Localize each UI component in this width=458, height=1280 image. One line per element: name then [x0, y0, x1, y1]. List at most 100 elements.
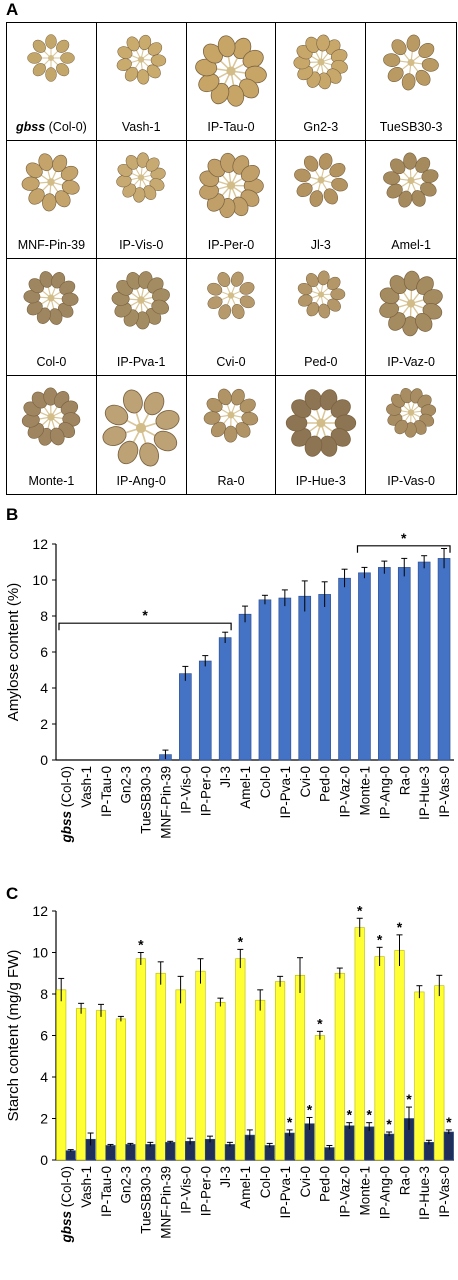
significance-star: *	[406, 1091, 412, 1107]
bar	[374, 956, 385, 1161]
y-tick-label: 10	[32, 572, 48, 588]
leaf-blade	[390, 158, 406, 174]
starch-chart: 0 2 4 6 8 10 12 Starch content (mg/g FW) * * * * * * *…	[5, 902, 454, 1244]
leaf-blade	[241, 412, 259, 426]
rosette-center	[227, 411, 235, 419]
bar	[434, 985, 445, 1161]
rosette-image	[383, 34, 439, 91]
leaf-blade	[386, 183, 403, 199]
leaf-blade	[60, 52, 76, 64]
leaf-blade	[139, 442, 160, 467]
leaf-blade	[303, 155, 319, 172]
leaf-blade	[296, 182, 313, 197]
bar	[394, 950, 405, 1161]
x-tick-label: Jl-3	[218, 1166, 233, 1188]
bar	[204, 1138, 216, 1161]
leaf-blade	[387, 66, 404, 82]
x-tick-label: Gn2-3	[119, 766, 134, 804]
leaf-blade	[230, 389, 245, 406]
leaf-blade	[153, 430, 178, 452]
leaf-blade	[26, 162, 44, 178]
significance-star: *	[317, 1015, 323, 1031]
bar	[334, 972, 345, 1161]
bar	[224, 1144, 235, 1161]
leaf-blade	[415, 312, 433, 332]
y-tick-label: 12	[32, 536, 48, 552]
x-tick-label: IP-Pva-1	[278, 766, 293, 819]
rosette-center	[47, 178, 56, 186]
leaf-blade	[297, 293, 313, 307]
amylose-chart: 0 2 4 6 8 10 12 Amylose content (%) * * gbss (Col-…	[5, 530, 454, 844]
leaf-blade	[217, 388, 232, 406]
leaf	[306, 293, 322, 316]
rosette-center	[226, 181, 236, 190]
leaf-blade	[148, 42, 163, 56]
rosette-center	[138, 56, 145, 63]
x-tick-label-suffix: (Col-0)	[59, 1166, 74, 1211]
rosette-image	[297, 270, 346, 318]
bar	[255, 999, 266, 1161]
leaf	[140, 59, 161, 79]
bar	[414, 991, 425, 1161]
plant-cell: Jl-3	[276, 140, 367, 259]
leaf-blade	[418, 43, 435, 59]
plant-label: Monte-1	[28, 474, 75, 488]
leaf-blade	[33, 63, 47, 77]
rosette-image	[102, 389, 180, 467]
leaf-blade	[421, 168, 439, 183]
rosette-image	[207, 271, 255, 319]
rosette-center	[316, 418, 326, 428]
y-tick-label: 6	[40, 644, 48, 660]
significance-star: *	[386, 1116, 392, 1132]
plant-label: Ped-0	[304, 355, 338, 370]
rosette-image	[23, 270, 79, 325]
leaf	[318, 293, 330, 318]
y-axis-label: Starch content (mg/g FW)	[5, 950, 22, 1122]
leaf	[230, 281, 255, 296]
bracket-star: *	[401, 530, 407, 546]
leaf-blade	[231, 303, 245, 319]
leaf-blade	[50, 427, 65, 446]
leaf	[320, 414, 356, 432]
rosette-image	[116, 152, 166, 203]
leaf-blade	[105, 404, 129, 426]
rosette-image	[116, 34, 167, 85]
x-tick-label: Ped-0	[318, 766, 333, 802]
plant-cell: Vash-1	[96, 23, 187, 141]
bar	[155, 972, 166, 1161]
leaf	[28, 277, 52, 298]
bar	[294, 975, 306, 1161]
plant-cell: Ped-0	[276, 258, 367, 377]
plant-cell: Cvi-0	[186, 258, 277, 377]
significance-star: *	[347, 1107, 353, 1123]
x-tick-label: IP-Ang-0	[377, 1166, 392, 1219]
leaf	[410, 156, 431, 181]
plant-cell: IP-Vas-0	[366, 376, 456, 494]
y-tick-label: 4	[40, 1069, 48, 1085]
rosette-center	[226, 66, 236, 76]
x-tick-label: Amel-1	[238, 1166, 253, 1209]
bar	[378, 567, 391, 761]
panel-c-letter: C	[6, 884, 19, 903]
leaf-blade	[239, 398, 256, 414]
leaf-blade	[155, 410, 180, 431]
plant-label: Gn2-3	[303, 119, 339, 134]
bar	[65, 1150, 76, 1161]
plant-label-suffix: (Col-0)	[45, 119, 87, 134]
leaf-blade	[62, 292, 79, 306]
leaf	[51, 292, 79, 306]
bracket-star: *	[142, 607, 148, 623]
bar	[105, 1145, 116, 1161]
bar	[175, 989, 186, 1161]
leaf-blade	[411, 189, 426, 207]
x-tick-label: MNF-Pin-39	[158, 766, 173, 839]
y-tick-label: 0	[40, 752, 48, 768]
x-tick-label: Vash-1	[79, 766, 94, 808]
leaf-blade	[330, 287, 346, 300]
plant-cell: IP-Per-0	[186, 140, 277, 259]
bar	[314, 1035, 325, 1161]
rosette-center	[138, 174, 145, 181]
plant-cell: IP-Tau-0	[186, 23, 277, 141]
x-tick-label: Cvi-0	[298, 766, 313, 798]
bar	[344, 1125, 355, 1161]
